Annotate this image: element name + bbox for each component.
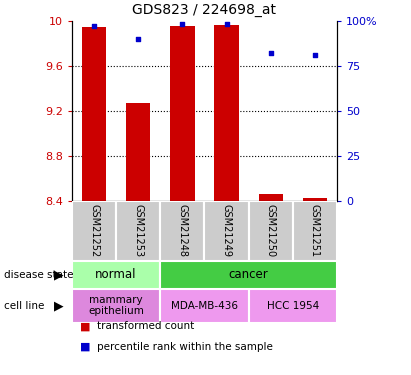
Text: GSM21248: GSM21248 — [178, 204, 187, 257]
Text: HCC 1954: HCC 1954 — [267, 301, 319, 310]
Bar — [82, 27, 106, 201]
Bar — [116, 201, 160, 261]
Point — [135, 36, 141, 42]
Text: GSM21252: GSM21252 — [89, 204, 99, 257]
Text: disease state: disease state — [4, 270, 74, 280]
Text: cancer: cancer — [229, 268, 268, 281]
Text: cell line: cell line — [4, 301, 44, 310]
Text: GSM21250: GSM21250 — [266, 204, 276, 257]
Bar — [293, 201, 337, 261]
Bar — [303, 198, 327, 201]
Text: GSM21249: GSM21249 — [222, 204, 231, 257]
Text: transformed count: transformed count — [97, 321, 194, 331]
Bar — [259, 194, 283, 201]
Bar — [160, 289, 249, 322]
Point — [312, 52, 318, 58]
Bar — [249, 201, 293, 261]
Bar — [72, 261, 160, 289]
Text: ▶: ▶ — [54, 299, 64, 312]
Text: GSM21253: GSM21253 — [133, 204, 143, 257]
Bar — [126, 103, 150, 201]
Text: normal: normal — [95, 268, 137, 281]
Bar — [160, 261, 337, 289]
Bar — [170, 26, 194, 201]
Text: ■: ■ — [80, 321, 91, 331]
Point — [268, 50, 274, 56]
Bar — [215, 25, 239, 201]
Text: MDA-MB-436: MDA-MB-436 — [171, 301, 238, 310]
Bar — [205, 201, 249, 261]
Title: GDS823 / 224698_at: GDS823 / 224698_at — [132, 3, 277, 17]
Text: GSM21251: GSM21251 — [310, 204, 320, 257]
Bar — [160, 201, 205, 261]
Text: ■: ■ — [80, 342, 91, 352]
Point — [179, 21, 186, 27]
Point — [223, 21, 230, 27]
Bar — [249, 289, 337, 322]
Bar — [72, 201, 116, 261]
Text: mammary
epithelium: mammary epithelium — [88, 295, 144, 316]
Text: ▶: ▶ — [54, 268, 64, 281]
Point — [91, 23, 97, 29]
Bar — [72, 289, 160, 322]
Text: percentile rank within the sample: percentile rank within the sample — [97, 342, 272, 352]
